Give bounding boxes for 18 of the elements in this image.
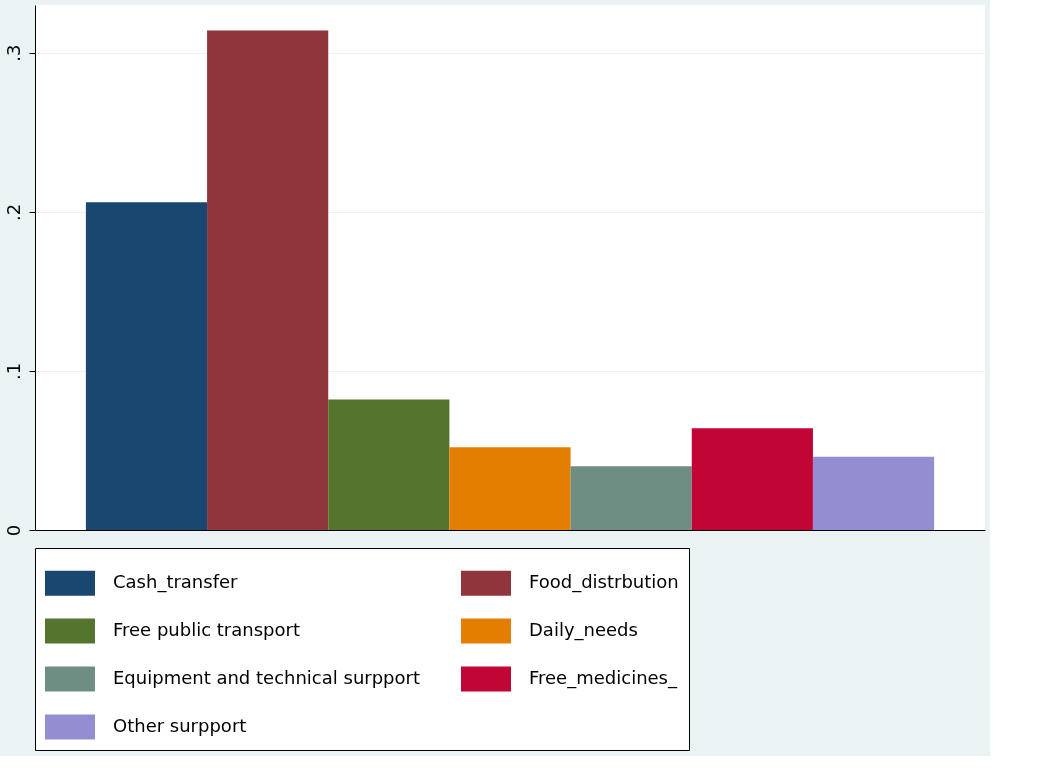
legend-label: Other surpport <box>113 715 247 736</box>
bar <box>812 456 935 530</box>
legend-label: Free_medicines_ <box>529 667 678 689</box>
legend-label: Free public transport <box>113 619 300 640</box>
legend-label: Food_distrbution <box>529 571 679 594</box>
bar <box>691 428 813 530</box>
y-tick-label: .1 <box>2 362 24 380</box>
bar <box>328 399 450 530</box>
legend-label: Daily_needs <box>529 619 638 641</box>
legend-label: Equipment and technical surpport <box>113 667 421 688</box>
y-tick-label: .2 <box>2 203 24 221</box>
bar <box>570 466 692 530</box>
y-tick-label: .3 <box>2 44 24 62</box>
y-tick-label: 0 <box>2 524 24 537</box>
legend-label: Cash_transfer <box>113 571 239 594</box>
bar <box>85 202 208 530</box>
bar <box>207 30 329 530</box>
bar <box>449 447 571 530</box>
